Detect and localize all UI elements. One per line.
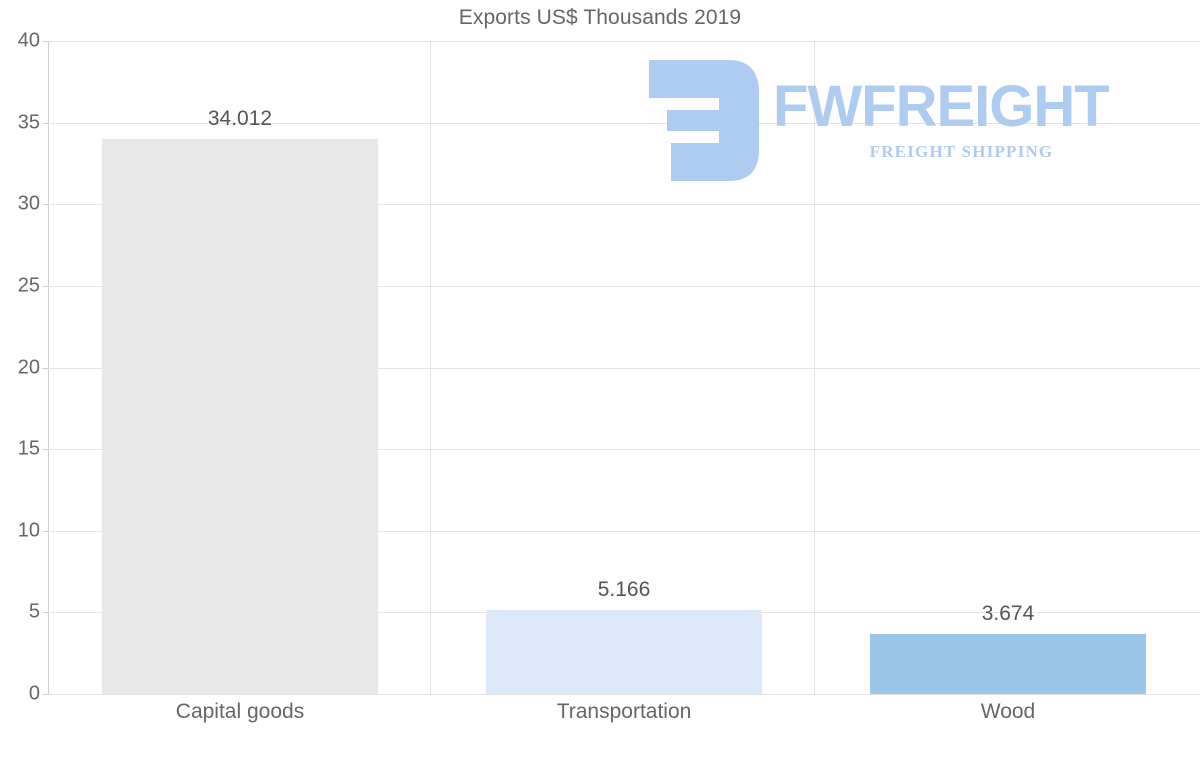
y-axis-tick	[42, 285, 48, 287]
y-axis-tick-label: 10	[17, 519, 40, 542]
gridline-horizontal	[48, 530, 1200, 532]
gridline-horizontal	[48, 41, 1200, 42]
y-axis-tick	[42, 367, 48, 369]
x-axis-labels: Capital goods Transportation Wood	[48, 700, 1200, 745]
gridline-horizontal	[48, 367, 1200, 369]
y-axis-tick	[42, 449, 48, 451]
gridline-horizontal	[48, 694, 1200, 695]
y-axis-tick-label: 35	[17, 111, 40, 134]
x-axis-category-label: Capital goods	[175, 700, 305, 723]
x-axis-category-label: Transportation	[556, 700, 692, 723]
chart-title: Exports US$ Thousands 2019	[458, 6, 742, 29]
y-axis-labels: 0 5 10 15 20 25 30 35 40	[0, 0, 40, 763]
gridline-vertical	[814, 41, 815, 694]
bar-value-label: 34.012	[207, 106, 273, 130]
gridline-horizontal	[48, 285, 1200, 287]
y-axis-tick-label: 15	[17, 437, 40, 460]
gridline-horizontal	[48, 449, 1200, 451]
x-axis-category-label: Wood	[980, 700, 1036, 723]
bar-value-label: 5.166	[597, 577, 651, 601]
bar[interactable]	[485, 609, 763, 694]
y-axis-tick	[42, 694, 48, 695]
y-axis-tick-label: 25	[17, 274, 40, 297]
y-axis-tick-label: 5	[28, 600, 40, 623]
y-axis-tick-label: 30	[17, 192, 40, 215]
y-axis-tick-label: 0	[28, 682, 40, 705]
bars-layer: 34.012 5.166 3.674	[48, 41, 1200, 694]
y-axis-tick	[42, 122, 48, 124]
gridline-horizontal	[48, 122, 1200, 124]
gridline-horizontal	[48, 204, 1200, 206]
y-axis-tick	[42, 204, 48, 206]
bar[interactable]	[869, 634, 1147, 694]
bar-value-label: 3.674	[981, 602, 1035, 626]
gridline-vertical	[430, 41, 431, 694]
y-axis-tick-label: 20	[17, 356, 40, 378]
y-axis-tick	[42, 41, 48, 42]
y-axis-tick	[42, 612, 48, 614]
y-axis-tick	[42, 530, 48, 532]
bar[interactable]	[101, 138, 379, 694]
y-axis-tick-label: 40	[17, 29, 40, 52]
